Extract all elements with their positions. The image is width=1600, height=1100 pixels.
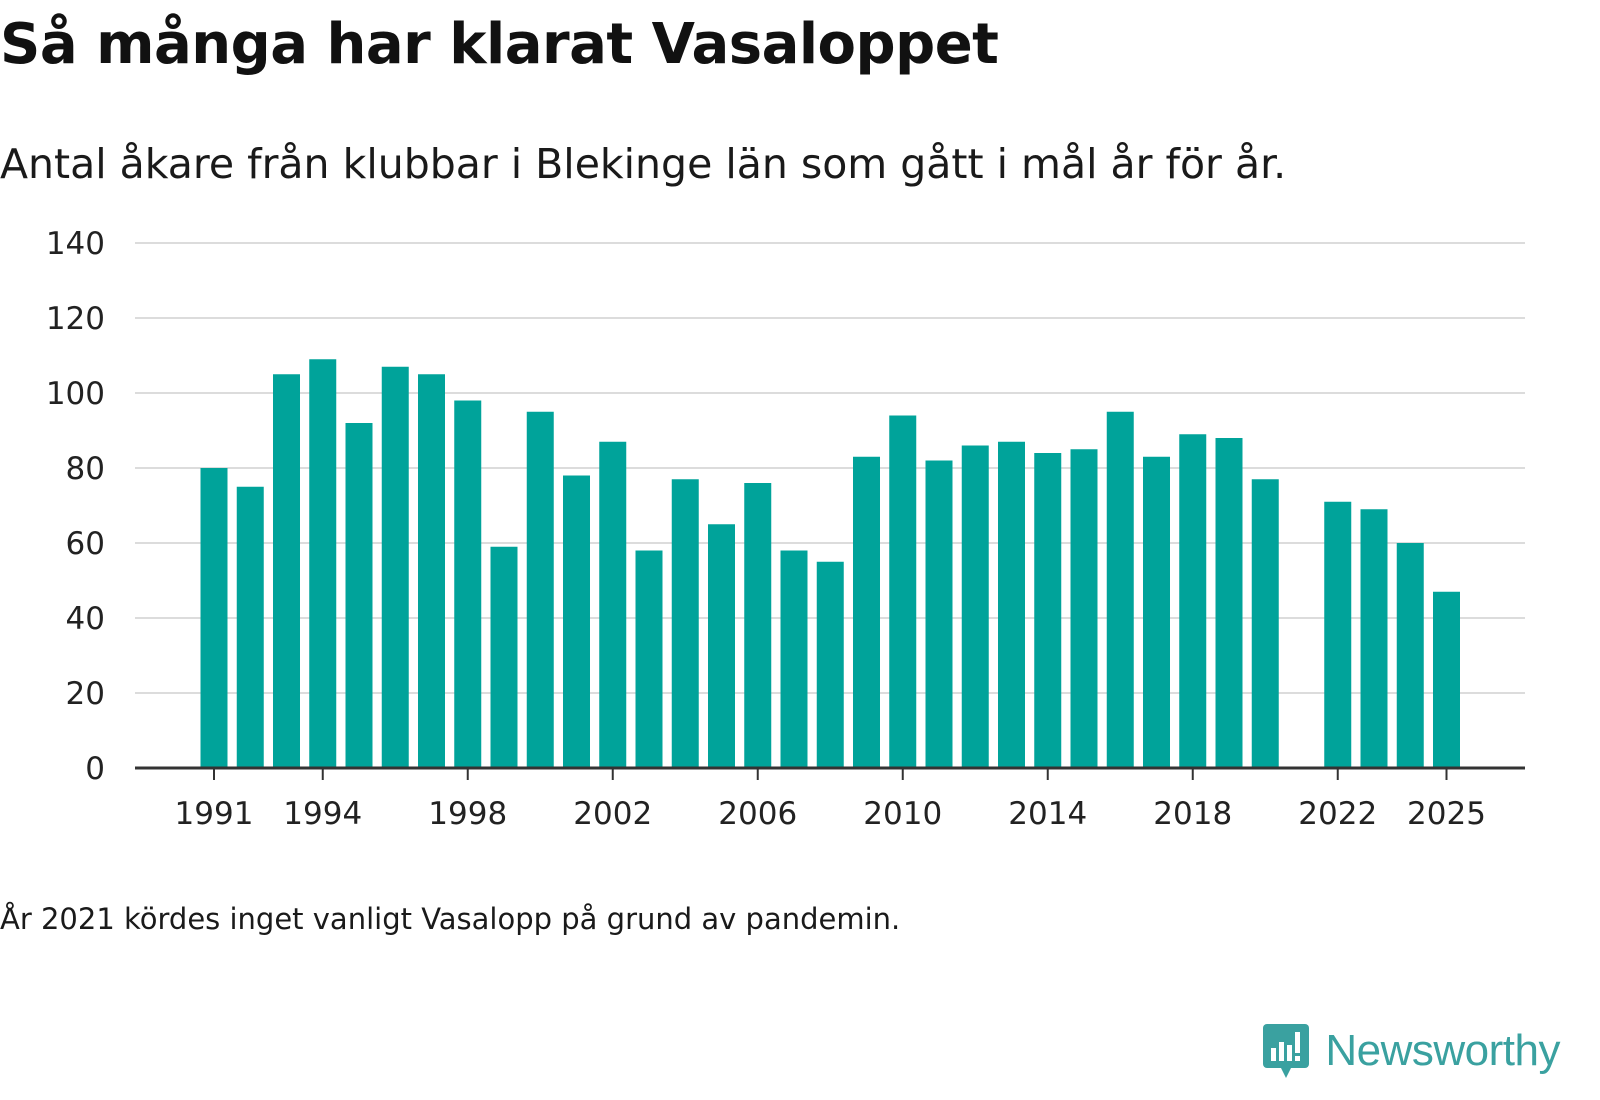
x-tick-label: 1998 — [428, 796, 507, 832]
y-tick-label: 120 — [46, 301, 105, 337]
bar-2011 — [925, 460, 953, 768]
chart-title: Så många har klarat Vasaloppet — [0, 12, 999, 77]
bar-2012 — [961, 445, 989, 768]
y-tick-label: 140 — [46, 226, 105, 262]
x-tick-label: 1991 — [175, 796, 254, 832]
y-tick-label: 40 — [66, 601, 105, 637]
bar-chart: 0 20 40 60 80 100 120 140 1991 1994 1998 2002 2006 20… — [46, 226, 1525, 832]
chart-subtitle: Antal åkare från klubbar i Blekinge län … — [0, 140, 1287, 188]
bar-1994 — [309, 359, 337, 768]
x-tick-label: 1994 — [283, 796, 362, 832]
bar-2018 — [1179, 434, 1207, 768]
bar-2024 — [1396, 543, 1424, 768]
bar-1999 — [490, 546, 518, 768]
bar-1995 — [345, 423, 373, 768]
bar-2000 — [526, 411, 554, 768]
bar-2006 — [744, 483, 772, 768]
bar-1991 — [200, 468, 228, 768]
bar-2001 — [563, 475, 590, 768]
y-tick-label: 0 — [85, 751, 105, 787]
bar-2007 — [780, 550, 808, 768]
y-tick-label: 80 — [66, 451, 105, 487]
bar-2002 — [599, 441, 627, 768]
x-tick-label: 2010 — [863, 796, 942, 832]
bar-1993 — [273, 374, 300, 768]
bar-2004 — [671, 479, 699, 768]
x-tick-label: 2018 — [1153, 796, 1232, 832]
bar-2005 — [708, 524, 735, 768]
x-tick-label: 2002 — [573, 796, 652, 832]
y-tick-label: 100 — [46, 376, 105, 412]
bar-2009 — [853, 456, 880, 768]
x-tick-label: 2006 — [718, 796, 797, 832]
bar-2016 — [1106, 411, 1134, 768]
bar-1992 — [236, 486, 264, 768]
x-tick-label: 2022 — [1298, 796, 1377, 832]
footnote: År 2021 kördes inget vanligt Vasalopp på… — [0, 902, 901, 936]
bar-2023 — [1360, 509, 1388, 768]
newsworthy-logo-icon — [1263, 1024, 1310, 1078]
x-tick-label: 2014 — [1008, 796, 1087, 832]
x-tick-label: 2025 — [1407, 796, 1486, 832]
bar-2003 — [635, 550, 663, 768]
y-tick-label: 60 — [66, 526, 105, 562]
bar-1997 — [418, 374, 445, 768]
bar-2008 — [816, 561, 844, 768]
bar-2020 — [1251, 479, 1279, 768]
bar-2017 — [1143, 456, 1170, 768]
brand-name: Newsworthy — [1325, 1026, 1560, 1075]
bar-2010 — [889, 415, 917, 768]
y-tick-label: 20 — [66, 676, 105, 712]
bar-2019 — [1215, 438, 1243, 768]
bar-2013 — [998, 441, 1025, 768]
bar-2025 — [1433, 591, 1460, 768]
bar-2014 — [1034, 453, 1062, 768]
bar-2022 — [1324, 501, 1352, 768]
bar-1998 — [454, 400, 482, 768]
bar-2015 — [1070, 449, 1098, 768]
bar-1996 — [381, 366, 409, 768]
brand-logo[interactable]: Newsworthy — [1261, 1022, 1560, 1080]
